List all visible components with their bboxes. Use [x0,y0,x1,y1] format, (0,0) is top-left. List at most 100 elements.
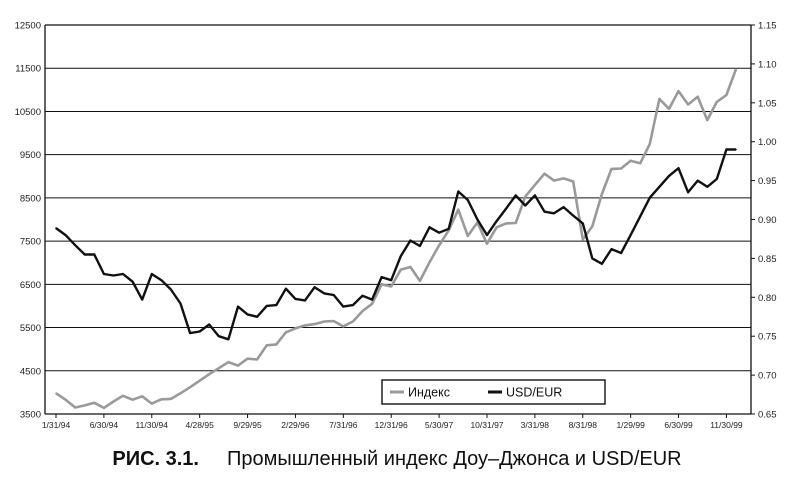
data-point [342,325,345,328]
data-point [649,196,651,199]
data-point [227,361,230,363]
data-point [572,214,574,217]
data-point [629,234,632,236]
data-point [131,280,134,283]
data-point [74,406,76,409]
right-tick-label: 1.05 [758,98,777,109]
data-point [495,220,498,222]
right-tick-label: 0.65 [758,410,777,421]
data-point [265,305,268,307]
data-point [275,304,278,306]
data-point [582,238,584,241]
data-point [620,167,622,170]
data-point [409,239,412,242]
data-point [706,119,709,121]
data-point [419,245,421,247]
data-point [735,68,737,70]
points-usd-eur [55,148,737,341]
data-point [332,294,335,296]
data-point [304,299,306,302]
data-point [562,206,565,208]
data-point [438,244,440,247]
data-point [342,305,345,308]
left-tick-label: 6500 [20,280,41,291]
data-point [83,253,86,256]
data-point [103,407,105,409]
x-tick-label: 7/31/96 [329,420,358,430]
data-point [55,392,57,395]
figure-label: РИС. 3.1. [112,448,199,470]
data-point [428,261,431,264]
data-point [495,226,498,229]
data-point [256,316,258,318]
data-point [83,404,86,407]
data-point [639,162,641,165]
data-point [275,343,278,346]
caption-text: Промышленный индекс Доу–Джонса и USD/EUR [227,448,682,470]
x-tick-label: 1/31/94 [42,420,71,430]
data-point [371,298,373,301]
data-point [390,279,393,282]
left-tick-label: 3500 [20,410,41,421]
data-point [505,207,507,210]
grid-lines [44,24,752,415]
right-tick-label: 1.10 [758,59,777,70]
data-point [735,148,737,151]
data-point [591,225,594,228]
data-point [649,143,651,145]
data-point [352,304,354,306]
right-tick-label: 0.80 [758,293,777,304]
data-point [131,398,134,401]
data-point [285,287,287,290]
data-point [486,242,488,245]
left-tick-label: 11500 [15,64,41,75]
data-point [112,274,115,277]
data-point [601,193,603,195]
data-point [400,268,402,271]
left-tick-label: 9500 [20,150,41,161]
data-point [706,186,709,188]
data-point [716,178,718,180]
data-point [524,195,527,198]
data-point [189,332,191,334]
data-point [696,95,699,98]
data-point [457,208,460,211]
data-point [361,310,364,312]
data-point [505,222,507,225]
data-point [668,175,670,177]
right-tick-label: 0.75 [758,332,777,343]
x-tick-label: 8/31/98 [569,420,598,430]
x-axis-ticks: 1/31/94 6/30/94 11/30/94 4/28/95 9/29/95 2/29… [42,414,743,430]
data-point [677,90,680,92]
chart-svg: 3500 4500 5500 6500 7500 8500 9500 10500 11500 12… [15,21,777,431]
data-point [725,148,728,151]
right-tick-label: 0.70 [758,371,777,382]
x-tick-label: 11/30/94 [136,420,169,430]
data-point [543,172,546,175]
right-tick-label: 0.95 [758,176,777,187]
data-point [218,335,220,338]
left-tick-label: 12500 [15,21,41,32]
data-point [93,402,96,404]
data-point [696,179,699,182]
data-point [179,302,182,305]
data-point [562,177,565,180]
data-point [658,186,661,188]
data-point [170,398,172,400]
data-point [237,305,239,308]
data-point [725,94,728,96]
data-point [294,327,297,330]
data-point [476,218,479,221]
x-tick-label: 5/30/97 [425,420,454,430]
data-point [151,402,153,405]
data-point [323,292,326,295]
data-point [103,273,105,275]
data-point [380,283,383,286]
data-point [218,367,220,370]
data-point [447,228,450,230]
x-tick-label: 11/30/99 [710,420,743,430]
right-tick-label: 1.15 [758,21,777,32]
x-tick-label: 6/30/94 [90,420,119,430]
data-point [55,227,57,229]
data-point [601,263,603,265]
